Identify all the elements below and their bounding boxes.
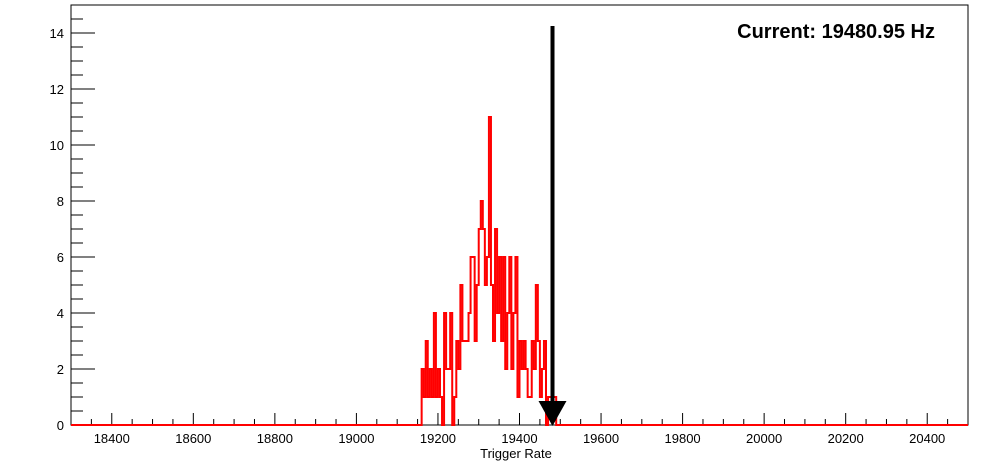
x-tick-label: 18400 <box>94 431 130 446</box>
x-tick-label: 19600 <box>583 431 619 446</box>
histogram-series <box>71 116 968 426</box>
x-axis: 18400 18600 18800 19000 19200 19400 19600 19800… <box>70 413 969 446</box>
y-tick-label: 12 <box>50 82 64 97</box>
x-tick-label: 20000 <box>746 431 782 446</box>
y-tick-label: 14 <box>50 26 64 41</box>
x-axis-title: Trigger Rate <box>480 446 552 461</box>
y-tick-label: 8 <box>57 194 64 209</box>
y-tick-label: 6 <box>57 250 64 265</box>
current-marker-arrow <box>538 26 567 426</box>
x-tick-label: 18800 <box>257 431 293 446</box>
x-tick-label: 19000 <box>338 431 374 446</box>
x-tick-label: 19400 <box>501 431 537 446</box>
y-axis: 0 2 4 6 8 10 12 14 <box>50 4 95 433</box>
y-tick-label: 10 <box>50 138 64 153</box>
x-tick-label: 18600 <box>175 431 211 446</box>
x-tick-label: 19800 <box>665 431 701 446</box>
y-tick-label: 2 <box>57 362 64 377</box>
y-tick-label: 4 <box>57 306 64 321</box>
x-tick-label: 20400 <box>909 431 945 446</box>
x-tick-label: 19200 <box>420 431 456 446</box>
arrow-head <box>538 401 567 426</box>
y-tick-label: 0 <box>57 418 64 433</box>
x-tick-label: 20200 <box>828 431 864 446</box>
current-rate-label: Current: 19480.95 Hz <box>737 21 935 43</box>
